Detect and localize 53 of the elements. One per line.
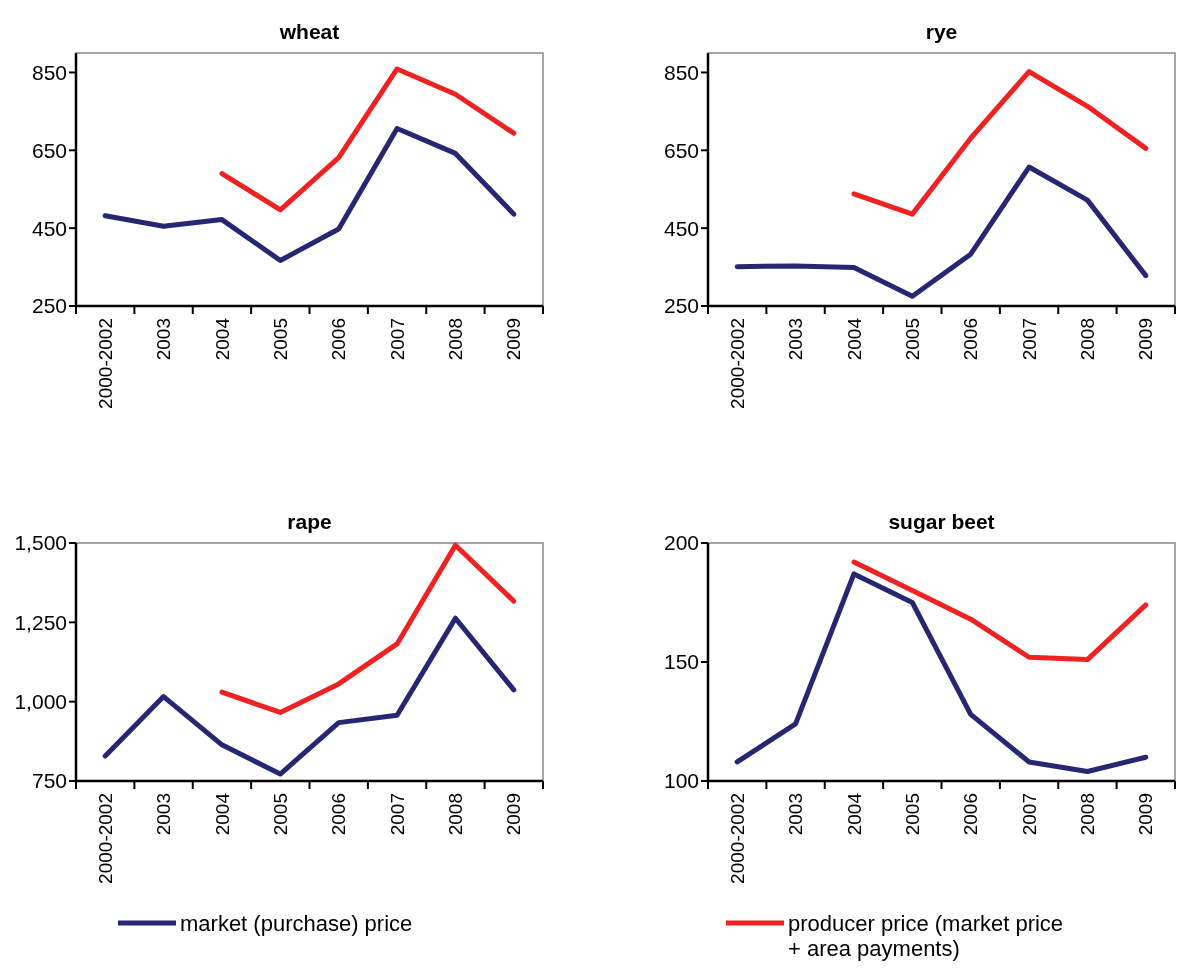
x-tick-label: 2008 (445, 318, 467, 361)
legend-label: producer price (market price + area payments) (788, 910, 1064, 961)
y-tick-label: 850 (663, 60, 699, 84)
x-tick-label: 2005 (901, 318, 923, 361)
y-tick-label: 250 (31, 294, 67, 318)
y-tick-label: 650 (663, 138, 699, 162)
x-tick-label: 2007 (386, 318, 408, 361)
x-tick-label: 2004 (211, 792, 233, 836)
x-tick-label: 2000-2002 (94, 318, 116, 409)
y-tick-label: 750 (31, 769, 67, 793)
x-tick-label: 2008 (1077, 793, 1099, 836)
x-tick-label: 2003 (153, 793, 175, 836)
chart-title: rape (287, 510, 332, 533)
x-tick-label: 2006 (960, 793, 982, 836)
x-tick-label: 2000-2002 (726, 793, 748, 884)
x-tick-label: 2007 (386, 793, 408, 836)
y-tick-label: 1,000 (14, 690, 67, 714)
x-tick-label: 2005 (901, 793, 923, 836)
y-tick-label: 100 (663, 769, 699, 793)
y-tick-label: 450 (31, 216, 67, 240)
chart-title: sugar beet (888, 510, 995, 533)
x-tick-label: 2006 (328, 318, 350, 361)
y-tick-label: 450 (663, 216, 699, 240)
y-tick-label: 150 (663, 650, 699, 674)
x-tick-label: 2006 (328, 793, 350, 836)
chart-title: rye (925, 20, 958, 43)
y-tick-label: 200 (663, 531, 699, 555)
x-tick-label: 2003 (153, 318, 175, 361)
x-tick-label: 2004 (211, 317, 233, 361)
y-tick-label: 650 (31, 138, 67, 162)
y-tick-label: 1,250 (14, 610, 67, 634)
x-tick-label: 2009 (1135, 793, 1157, 836)
x-tick-label: 2007 (1018, 318, 1040, 361)
y-tick-label: 250 (663, 294, 699, 318)
x-tick-label: 2009 (503, 318, 525, 361)
x-tick-label: 2000-2002 (94, 793, 116, 884)
x-tick-label: 2005 (269, 318, 291, 361)
chart-title: wheat (278, 20, 340, 43)
y-tick-label: 1,500 (14, 531, 67, 555)
x-tick-label: 2008 (1077, 318, 1099, 361)
x-tick-label: 2003 (785, 793, 807, 836)
x-tick-label: 2004 (843, 792, 865, 836)
x-tick-label: 2003 (785, 318, 807, 361)
x-tick-label: 2004 (843, 317, 865, 361)
legend-label: market (purchase) price (180, 910, 413, 936)
x-tick-label: 2009 (1135, 318, 1157, 361)
x-tick-label: 2007 (1018, 793, 1040, 836)
x-tick-label: 2000-2002 (726, 318, 748, 409)
x-tick-label: 2008 (445, 793, 467, 836)
x-tick-label: 2006 (960, 318, 982, 361)
x-tick-label: 2005 (269, 793, 291, 836)
y-tick-label: 850 (31, 60, 67, 84)
x-tick-label: 2009 (503, 793, 525, 836)
